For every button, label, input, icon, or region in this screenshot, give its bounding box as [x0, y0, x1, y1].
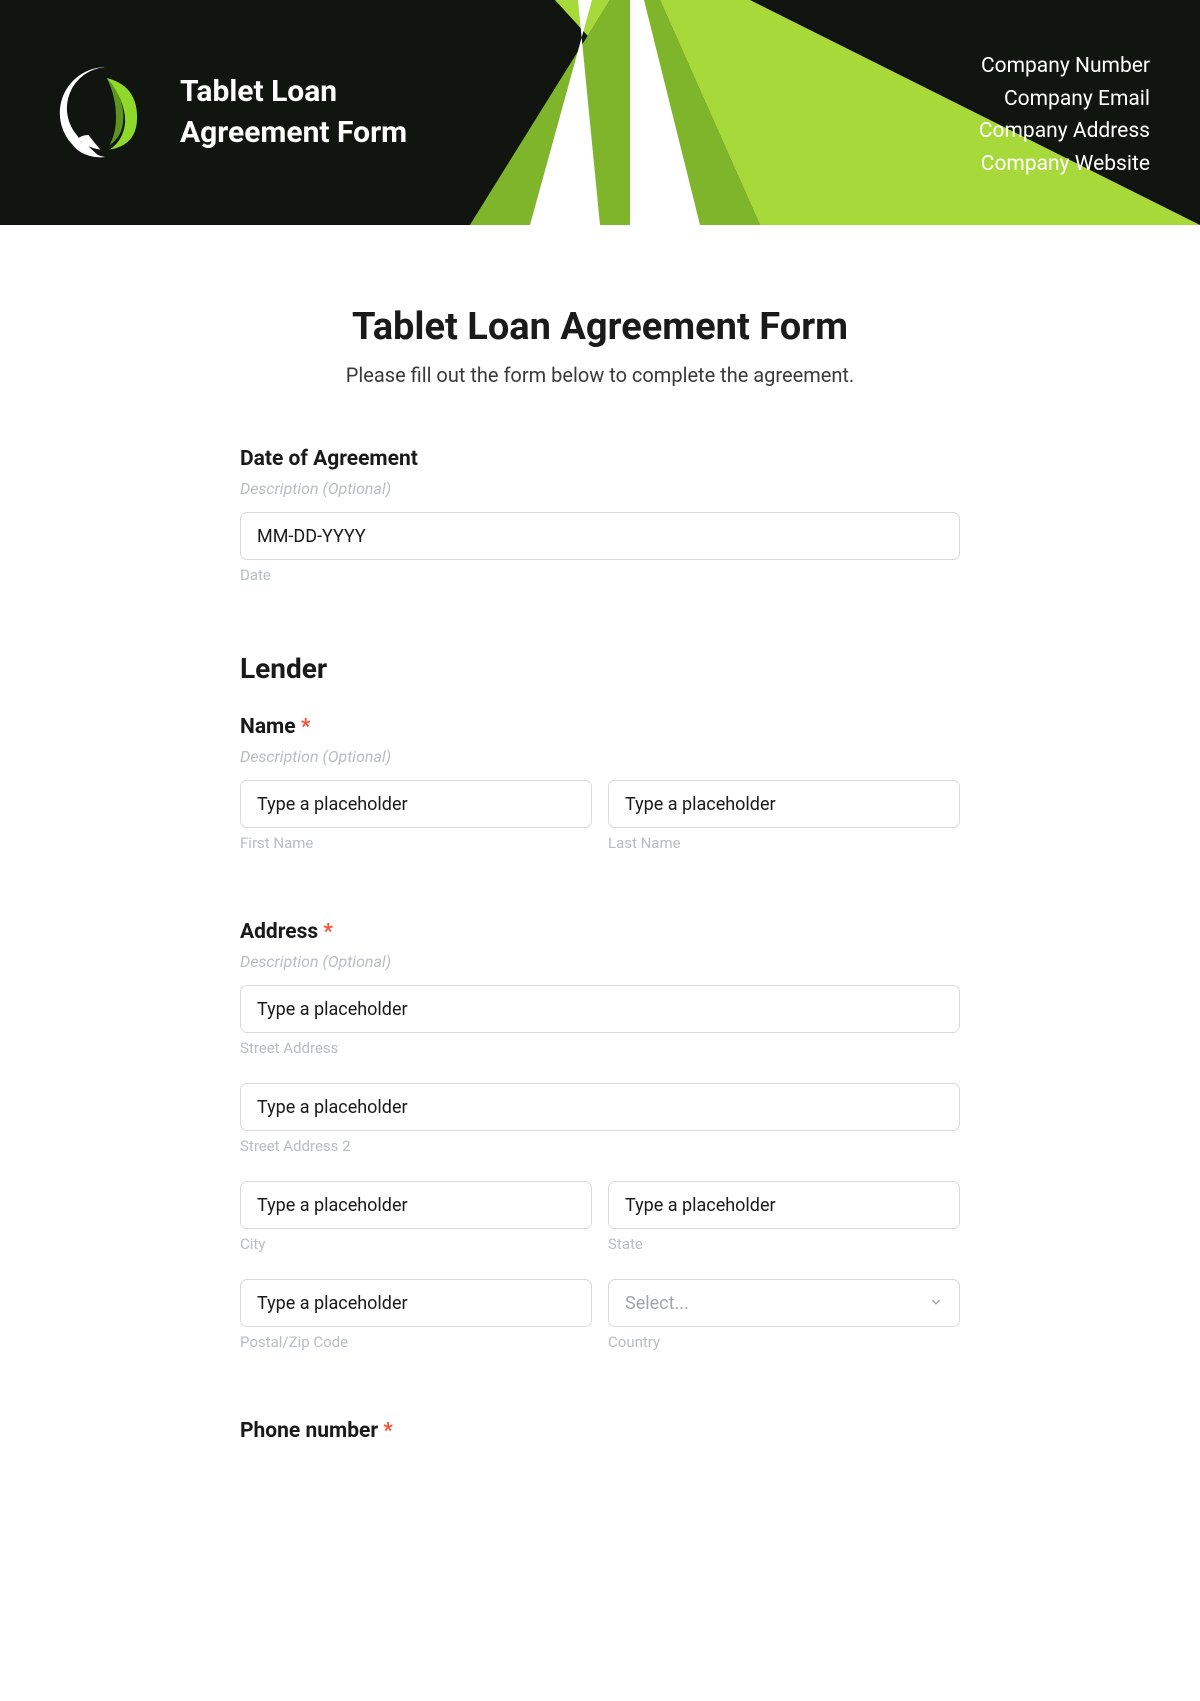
country-select[interactable]: Select...	[608, 1279, 960, 1327]
name-label-text: Name	[240, 715, 296, 739]
postal-sublabel: Postal/Zip Code	[240, 1333, 592, 1351]
name-label: Name *	[240, 715, 960, 739]
field-date: Date of Agreement Description (Optional)…	[240, 447, 960, 602]
street1-input[interactable]	[240, 985, 960, 1033]
form-content: Tablet Loan Agreement Form Please fill o…	[190, 225, 1010, 1533]
street2-sublabel: Street Address 2	[240, 1137, 960, 1155]
last-name-sublabel: Last Name	[608, 834, 960, 852]
state-input[interactable]	[608, 1181, 960, 1229]
date-label: Date of Agreement	[240, 447, 960, 471]
phone-label: Phone number *	[240, 1419, 960, 1443]
header-title-line1: Tablet Loan	[180, 72, 407, 113]
address-desc: Description (Optional)	[240, 952, 960, 971]
page-subtitle: Please fill out the form below to comple…	[240, 363, 960, 387]
date-desc: Description (Optional)	[240, 479, 960, 498]
logo-icon	[50, 58, 160, 168]
address-label: Address *	[240, 920, 960, 944]
name-required: *	[301, 715, 311, 739]
section-lender: Lender	[240, 652, 960, 685]
address-label-text: Address	[240, 920, 318, 944]
header-title-line2: Agreement Form	[180, 113, 407, 154]
city-input[interactable]	[240, 1181, 592, 1229]
company-email: Company Email	[979, 83, 1150, 116]
first-name-input[interactable]	[240, 780, 592, 828]
header-title: Tablet Loan Agreement Form	[180, 72, 407, 153]
address-required: *	[323, 920, 333, 944]
company-info: Company Number Company Email Company Add…	[979, 50, 1150, 180]
country-placeholder: Select...	[625, 1293, 689, 1314]
logo-block: Tablet Loan Agreement Form	[50, 58, 407, 168]
street1-sublabel: Street Address	[240, 1039, 960, 1057]
postal-input[interactable]	[240, 1279, 592, 1327]
chevron-down-icon	[929, 1293, 943, 1314]
company-website: Company Website	[979, 148, 1150, 181]
first-name-sublabel: First Name	[240, 834, 592, 852]
date-sublabel: Date	[240, 566, 960, 584]
city-sublabel: City	[240, 1235, 592, 1253]
name-desc: Description (Optional)	[240, 747, 960, 766]
field-address: Address * Description (Optional) Street …	[240, 920, 960, 1369]
page-header: Tablet Loan Agreement Form Company Numbe…	[0, 0, 1200, 225]
phone-label-text: Phone number	[240, 1419, 378, 1443]
date-input[interactable]	[240, 512, 960, 560]
field-phone: Phone number *	[240, 1419, 960, 1443]
field-name: Name * Description (Optional) First Name…	[240, 715, 960, 870]
country-sublabel: Country	[608, 1333, 960, 1351]
last-name-input[interactable]	[608, 780, 960, 828]
page-title: Tablet Loan Agreement Form	[240, 305, 960, 349]
street2-input[interactable]	[240, 1083, 960, 1131]
company-number: Company Number	[979, 50, 1150, 83]
state-sublabel: State	[608, 1235, 960, 1253]
phone-required: *	[383, 1419, 393, 1443]
company-address: Company Address	[979, 115, 1150, 148]
